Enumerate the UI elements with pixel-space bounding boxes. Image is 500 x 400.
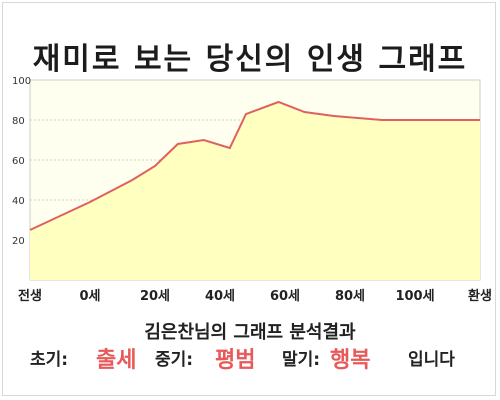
ending-text: 입니다 (408, 350, 455, 370)
x-axis-ticks: 전생 0세 20세 40세 60세 80세 100세 환생 (18, 288, 492, 304)
y-tick-label: 80 (12, 116, 25, 127)
late-value: 행복 (330, 348, 371, 373)
late-label: 말기: (282, 350, 321, 370)
x-tick-label: 80세 (335, 289, 365, 304)
area-fill (30, 102, 480, 280)
series-line (29, 100, 480, 231)
x-tick-label: 환생 (468, 288, 492, 304)
page-title: 재미로 보는 당신의 인생 그래프 (32, 42, 468, 77)
y-tick-label: 20 (12, 236, 25, 247)
y-tick-label: 60 (12, 156, 25, 167)
mid-label: 중기: (155, 350, 194, 370)
x-tick-label: 100세 (395, 289, 434, 304)
y-axis-ticks: 20 40 60 80 100 (12, 76, 31, 247)
x-tick-label: 전생 (18, 288, 42, 304)
chart-frame (2, 2, 496, 396)
early-label: 초기: (30, 350, 69, 370)
x-tick-label: 20세 (140, 289, 170, 304)
analysis-caption: 김은찬님의 그래프 분석결과 (144, 322, 356, 343)
life-graph-chart: 20 40 60 80 100 전생 0세 20세 40세 60세 80세 100세 환생 (12, 76, 492, 304)
mid-value: 평범 (215, 348, 256, 373)
x-tick-label: 40세 (205, 289, 235, 304)
x-tick-label: 60세 (270, 289, 300, 304)
early-value: 출세 (96, 348, 137, 373)
y-tick-label: 100 (12, 76, 31, 87)
y-tick-label: 40 (12, 196, 25, 207)
x-tick-label: 0세 (79, 289, 100, 304)
